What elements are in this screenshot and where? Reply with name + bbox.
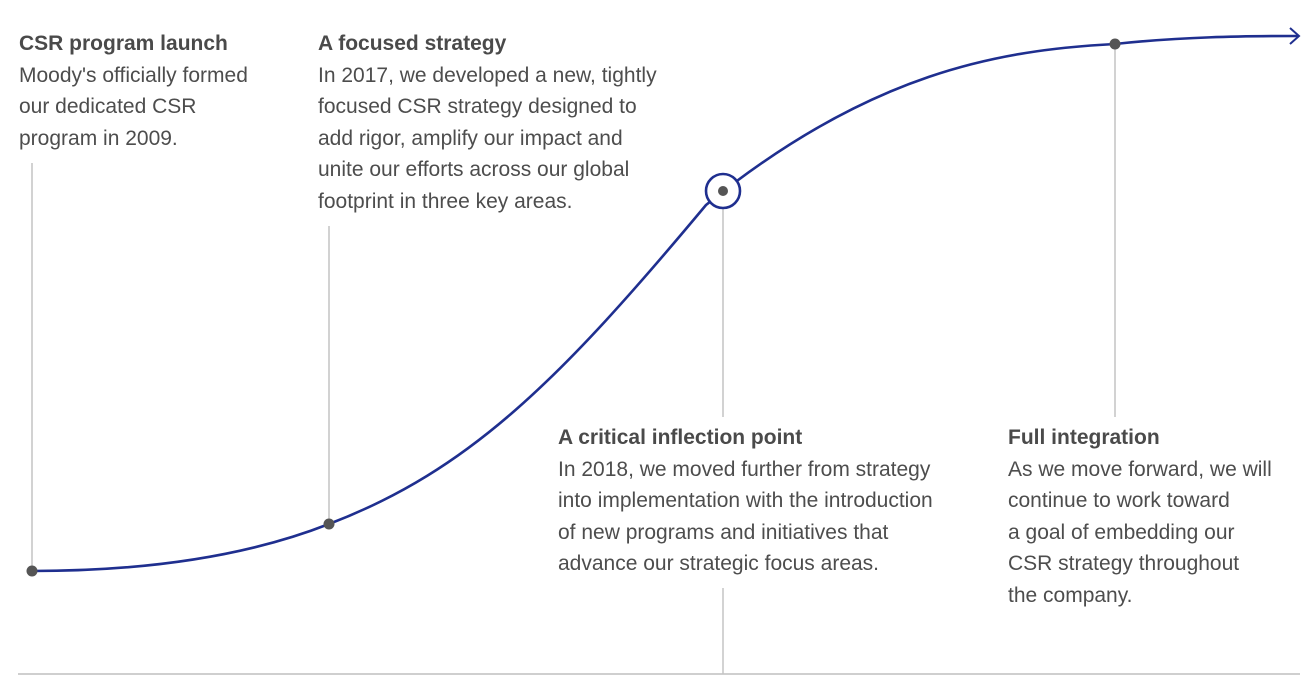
milestone-title: CSR program launch [19, 32, 228, 55]
milestone-full-integration: Full integration As we move forward, we … [1008, 422, 1298, 611]
growth-s-curve [31, 34, 1299, 573]
milestone-dot-integration [1109, 38, 1121, 50]
milestone-inflection-point: A critical inflection point In 2018, we … [558, 422, 978, 580]
milestone-launch: CSR program launch Moody's officially fo… [19, 28, 289, 154]
milestone-title: A focused strategy [318, 32, 507, 55]
milestone-description: In 2018, we moved further from strategy … [558, 457, 933, 576]
milestone-title: Full integration [1008, 426, 1160, 449]
milestone-dot-inflection [718, 186, 728, 196]
milestone-description: In 2017, we developed a new, tightly foc… [318, 63, 657, 213]
milestone-dot-focused [323, 518, 335, 530]
milestone-focused-strategy: A focused strategy In 2017, we developed… [318, 28, 678, 217]
milestone-description: Moody's officially formed our dedicated … [19, 63, 248, 150]
curve-arrowhead-icon [1289, 27, 1301, 45]
milestone-title: A critical inflection point [558, 426, 803, 449]
milestone-description: As we move forward, we will continue to … [1008, 457, 1272, 607]
milestone-dot-launch [26, 565, 38, 577]
